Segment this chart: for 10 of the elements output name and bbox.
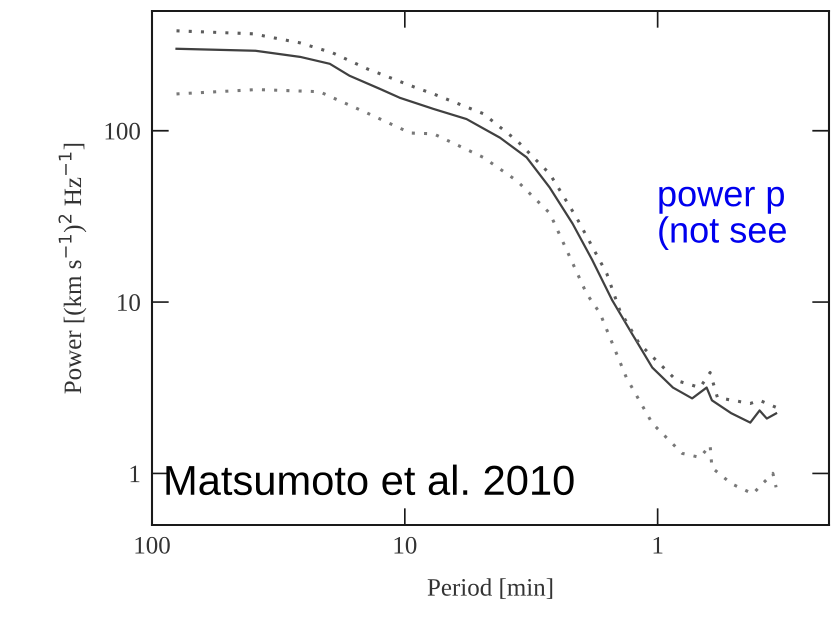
y-tick-label: 100: [106, 122, 140, 140]
x-axis-title: Period [min]: [428, 578, 552, 599]
y-tick-label: 10: [118, 294, 140, 312]
annotation: power p (not see: [659, 186, 786, 250]
x-tick-label: 1: [654, 536, 662, 554]
y-tick-label: 1: [130, 466, 140, 482]
y-axis-title: Power [(km s$^{−1}$)$^{2}$ Hz$^{−1}$]: [58, 144, 86, 394]
x-tick-label: 100: [135, 536, 170, 554]
x-tick-label: 10: [394, 536, 416, 554]
annotation: Matsumoto et al. 2010: [166, 464, 574, 496]
